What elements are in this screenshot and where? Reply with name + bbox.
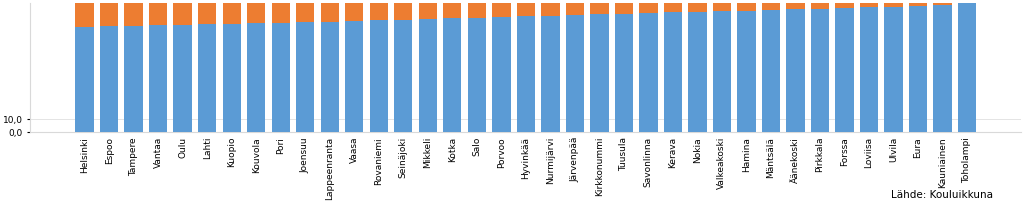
Bar — [908, 6, 927, 132]
Bar — [933, 3, 951, 5]
Bar — [321, 22, 339, 132]
Bar — [885, 3, 903, 7]
Bar — [76, 3, 94, 27]
Bar — [173, 3, 191, 25]
Bar — [198, 3, 216, 24]
Bar — [125, 3, 143, 26]
Bar — [173, 25, 191, 132]
Bar — [713, 3, 731, 11]
Bar — [247, 3, 265, 23]
Bar — [271, 3, 290, 23]
Bar — [590, 3, 608, 14]
Bar — [836, 3, 854, 8]
Bar — [639, 13, 657, 132]
Bar — [419, 3, 437, 19]
Bar — [321, 3, 339, 22]
Bar — [198, 24, 216, 132]
Bar — [957, 3, 976, 132]
Bar — [836, 8, 854, 132]
Bar — [541, 16, 559, 132]
Bar — [908, 3, 927, 6]
Bar — [860, 7, 879, 132]
Bar — [541, 3, 559, 16]
Bar — [590, 14, 608, 132]
Bar — [762, 3, 780, 10]
Text: Lähde: Kouluikkuna: Lähde: Kouluikkuna — [891, 190, 993, 200]
Bar — [737, 3, 756, 10]
Bar — [786, 3, 805, 9]
Bar — [296, 3, 314, 22]
Bar — [443, 18, 462, 132]
Bar — [664, 3, 682, 13]
Bar — [345, 21, 364, 132]
Bar — [493, 3, 511, 17]
Bar — [468, 18, 486, 132]
Bar — [885, 7, 903, 132]
Bar — [370, 3, 388, 20]
Bar — [664, 13, 682, 132]
Bar — [296, 22, 314, 132]
Bar — [468, 3, 486, 18]
Bar — [811, 3, 829, 9]
Bar — [639, 3, 657, 13]
Bar — [394, 20, 413, 132]
Bar — [493, 17, 511, 132]
Bar — [786, 9, 805, 132]
Bar — [394, 3, 413, 20]
Bar — [565, 15, 584, 132]
Bar — [148, 3, 167, 25]
Bar — [100, 3, 119, 26]
Bar — [517, 16, 535, 132]
Bar — [271, 23, 290, 132]
Bar — [688, 3, 707, 12]
Bar — [737, 10, 756, 132]
Bar — [713, 11, 731, 132]
Bar — [614, 14, 633, 132]
Bar — [419, 19, 437, 132]
Bar — [762, 10, 780, 132]
Bar — [247, 23, 265, 132]
Bar — [933, 5, 951, 132]
Bar — [811, 9, 829, 132]
Bar — [860, 3, 879, 7]
Bar — [345, 3, 364, 21]
Bar — [222, 3, 241, 24]
Bar — [148, 25, 167, 132]
Bar — [222, 24, 241, 132]
Bar — [100, 26, 119, 132]
Bar — [125, 26, 143, 132]
Bar — [443, 3, 462, 18]
Bar — [370, 20, 388, 132]
Bar — [565, 3, 584, 15]
Bar — [76, 27, 94, 132]
Bar — [517, 3, 535, 16]
Bar — [688, 12, 707, 132]
Bar — [614, 3, 633, 14]
